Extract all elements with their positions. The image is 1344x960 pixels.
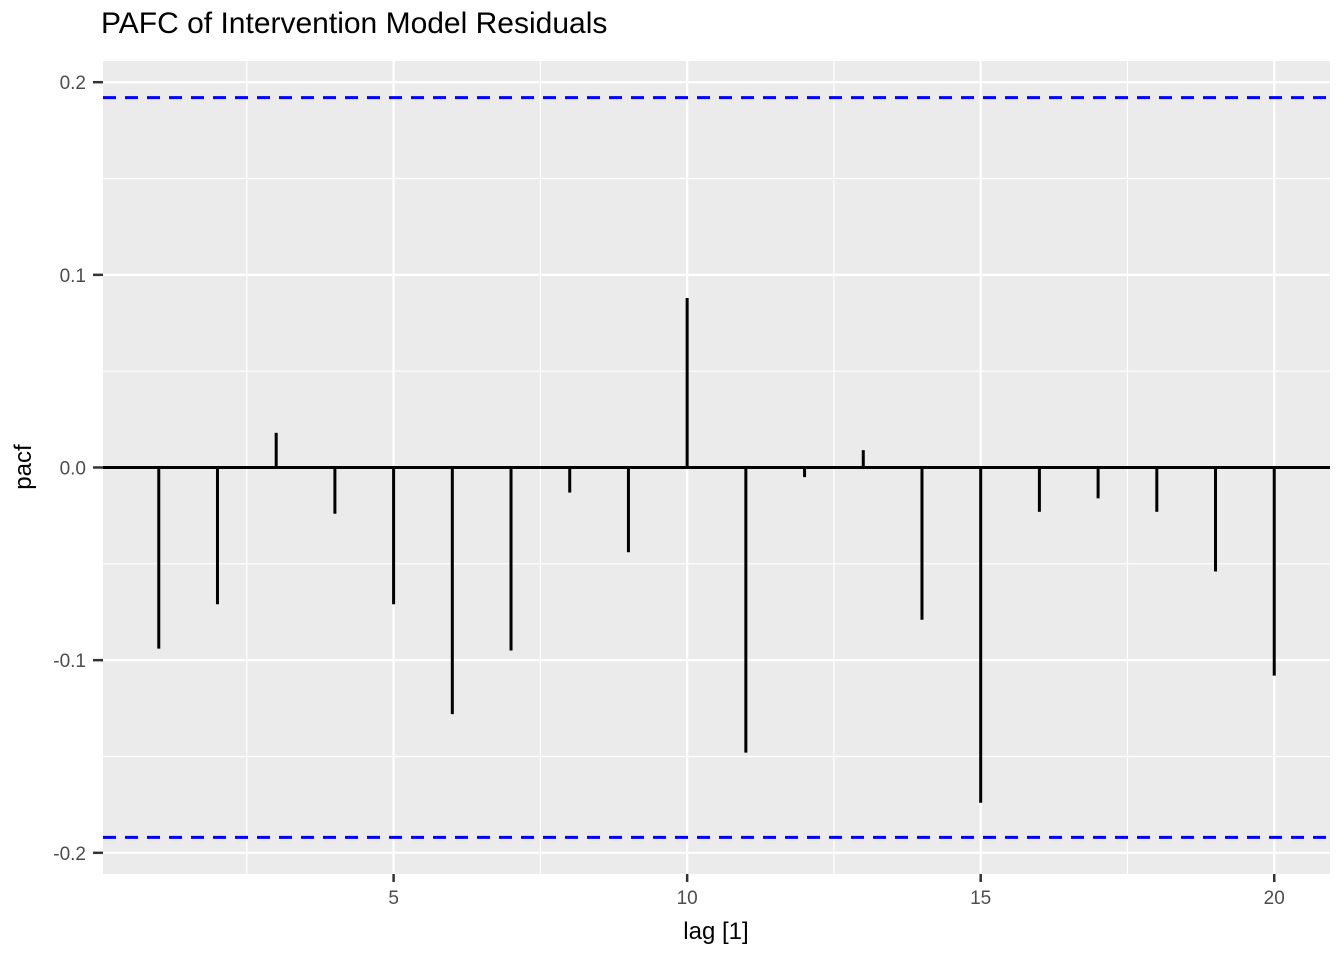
x-tick-label: 10 [677,888,698,909]
chart-title: PAFC of Intervention Model Residuals [101,7,608,40]
x-axis-title: lag [1] [683,918,749,945]
y-tick-label: 0.2 [60,73,86,94]
y-tick-label: 0.0 [60,459,86,480]
y-tick-label: -0.2 [53,844,86,865]
y-tick-label: 0.1 [60,266,86,287]
y-tick-label: -0.1 [53,651,86,672]
x-tick-label: 20 [1264,888,1285,909]
x-tick-label: 5 [388,888,399,909]
x-tick-label: 15 [970,888,991,909]
